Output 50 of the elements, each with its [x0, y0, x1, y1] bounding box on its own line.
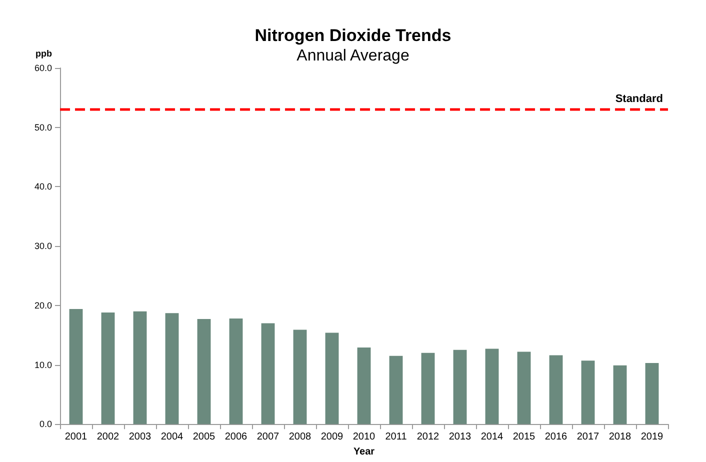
x-tick-label: 2002: [96, 432, 120, 443]
bar: [453, 350, 467, 424]
x-tick-label: 2014: [480, 432, 504, 443]
x-tick-label: 2008: [288, 432, 312, 443]
bar: [325, 332, 339, 424]
y-tick-label: 30.0: [34, 241, 52, 252]
bar: [421, 352, 435, 424]
bar: [197, 319, 211, 424]
bar: [517, 352, 531, 424]
y-tick-label: 10.0: [34, 360, 52, 370]
bar: [549, 355, 563, 424]
x-tick-label: 2015: [512, 432, 536, 443]
x-tick-label: 2010: [352, 432, 376, 443]
y-tick-label: 20.0: [34, 300, 52, 310]
bar: [69, 308, 83, 424]
bar: [645, 362, 659, 424]
chart-subtitle: Annual Average: [296, 48, 410, 64]
x-tick-label: 2009: [320, 432, 344, 443]
x-tick-label: 2004: [160, 432, 184, 443]
ref-line-label: Standard: [615, 93, 663, 106]
x-tick-label: 2018: [608, 432, 632, 443]
x-tick-label: 2003: [128, 432, 152, 443]
x-tick-label: 2019: [640, 432, 664, 443]
x-tick-label: 2016: [544, 432, 568, 443]
y-tick-label: 40.0: [34, 182, 52, 192]
x-tick-label: 2001: [64, 432, 88, 443]
bar: [613, 365, 627, 424]
x-tick-label: 2012: [416, 432, 440, 443]
y-tick-label: 50.0: [34, 122, 52, 132]
x-tick-label: 2005: [192, 432, 216, 443]
bar: [261, 323, 275, 424]
x-tick-label: 2006: [224, 432, 248, 443]
y-tick-label: 60.0: [34, 63, 52, 73]
bar: [101, 312, 115, 424]
y-tick-label: 0.0: [39, 419, 52, 430]
bar: [165, 313, 179, 424]
x-tick-label: 2013: [448, 432, 472, 443]
bar: [229, 318, 243, 424]
bar: [389, 356, 403, 424]
x-tick-label: 2011: [385, 432, 408, 443]
bar: [293, 330, 307, 424]
bar: [133, 311, 147, 424]
x-tick-label: 2017: [576, 432, 600, 443]
x-tick-label: 2007: [256, 432, 280, 443]
chart-title: Nitrogen Dioxide Trends: [254, 26, 452, 45]
bar: [485, 348, 499, 424]
bar: [357, 348, 371, 424]
y-axis-title: ppb: [36, 48, 52, 58]
bar: [581, 360, 595, 424]
x-axis-title: Year: [353, 446, 375, 458]
